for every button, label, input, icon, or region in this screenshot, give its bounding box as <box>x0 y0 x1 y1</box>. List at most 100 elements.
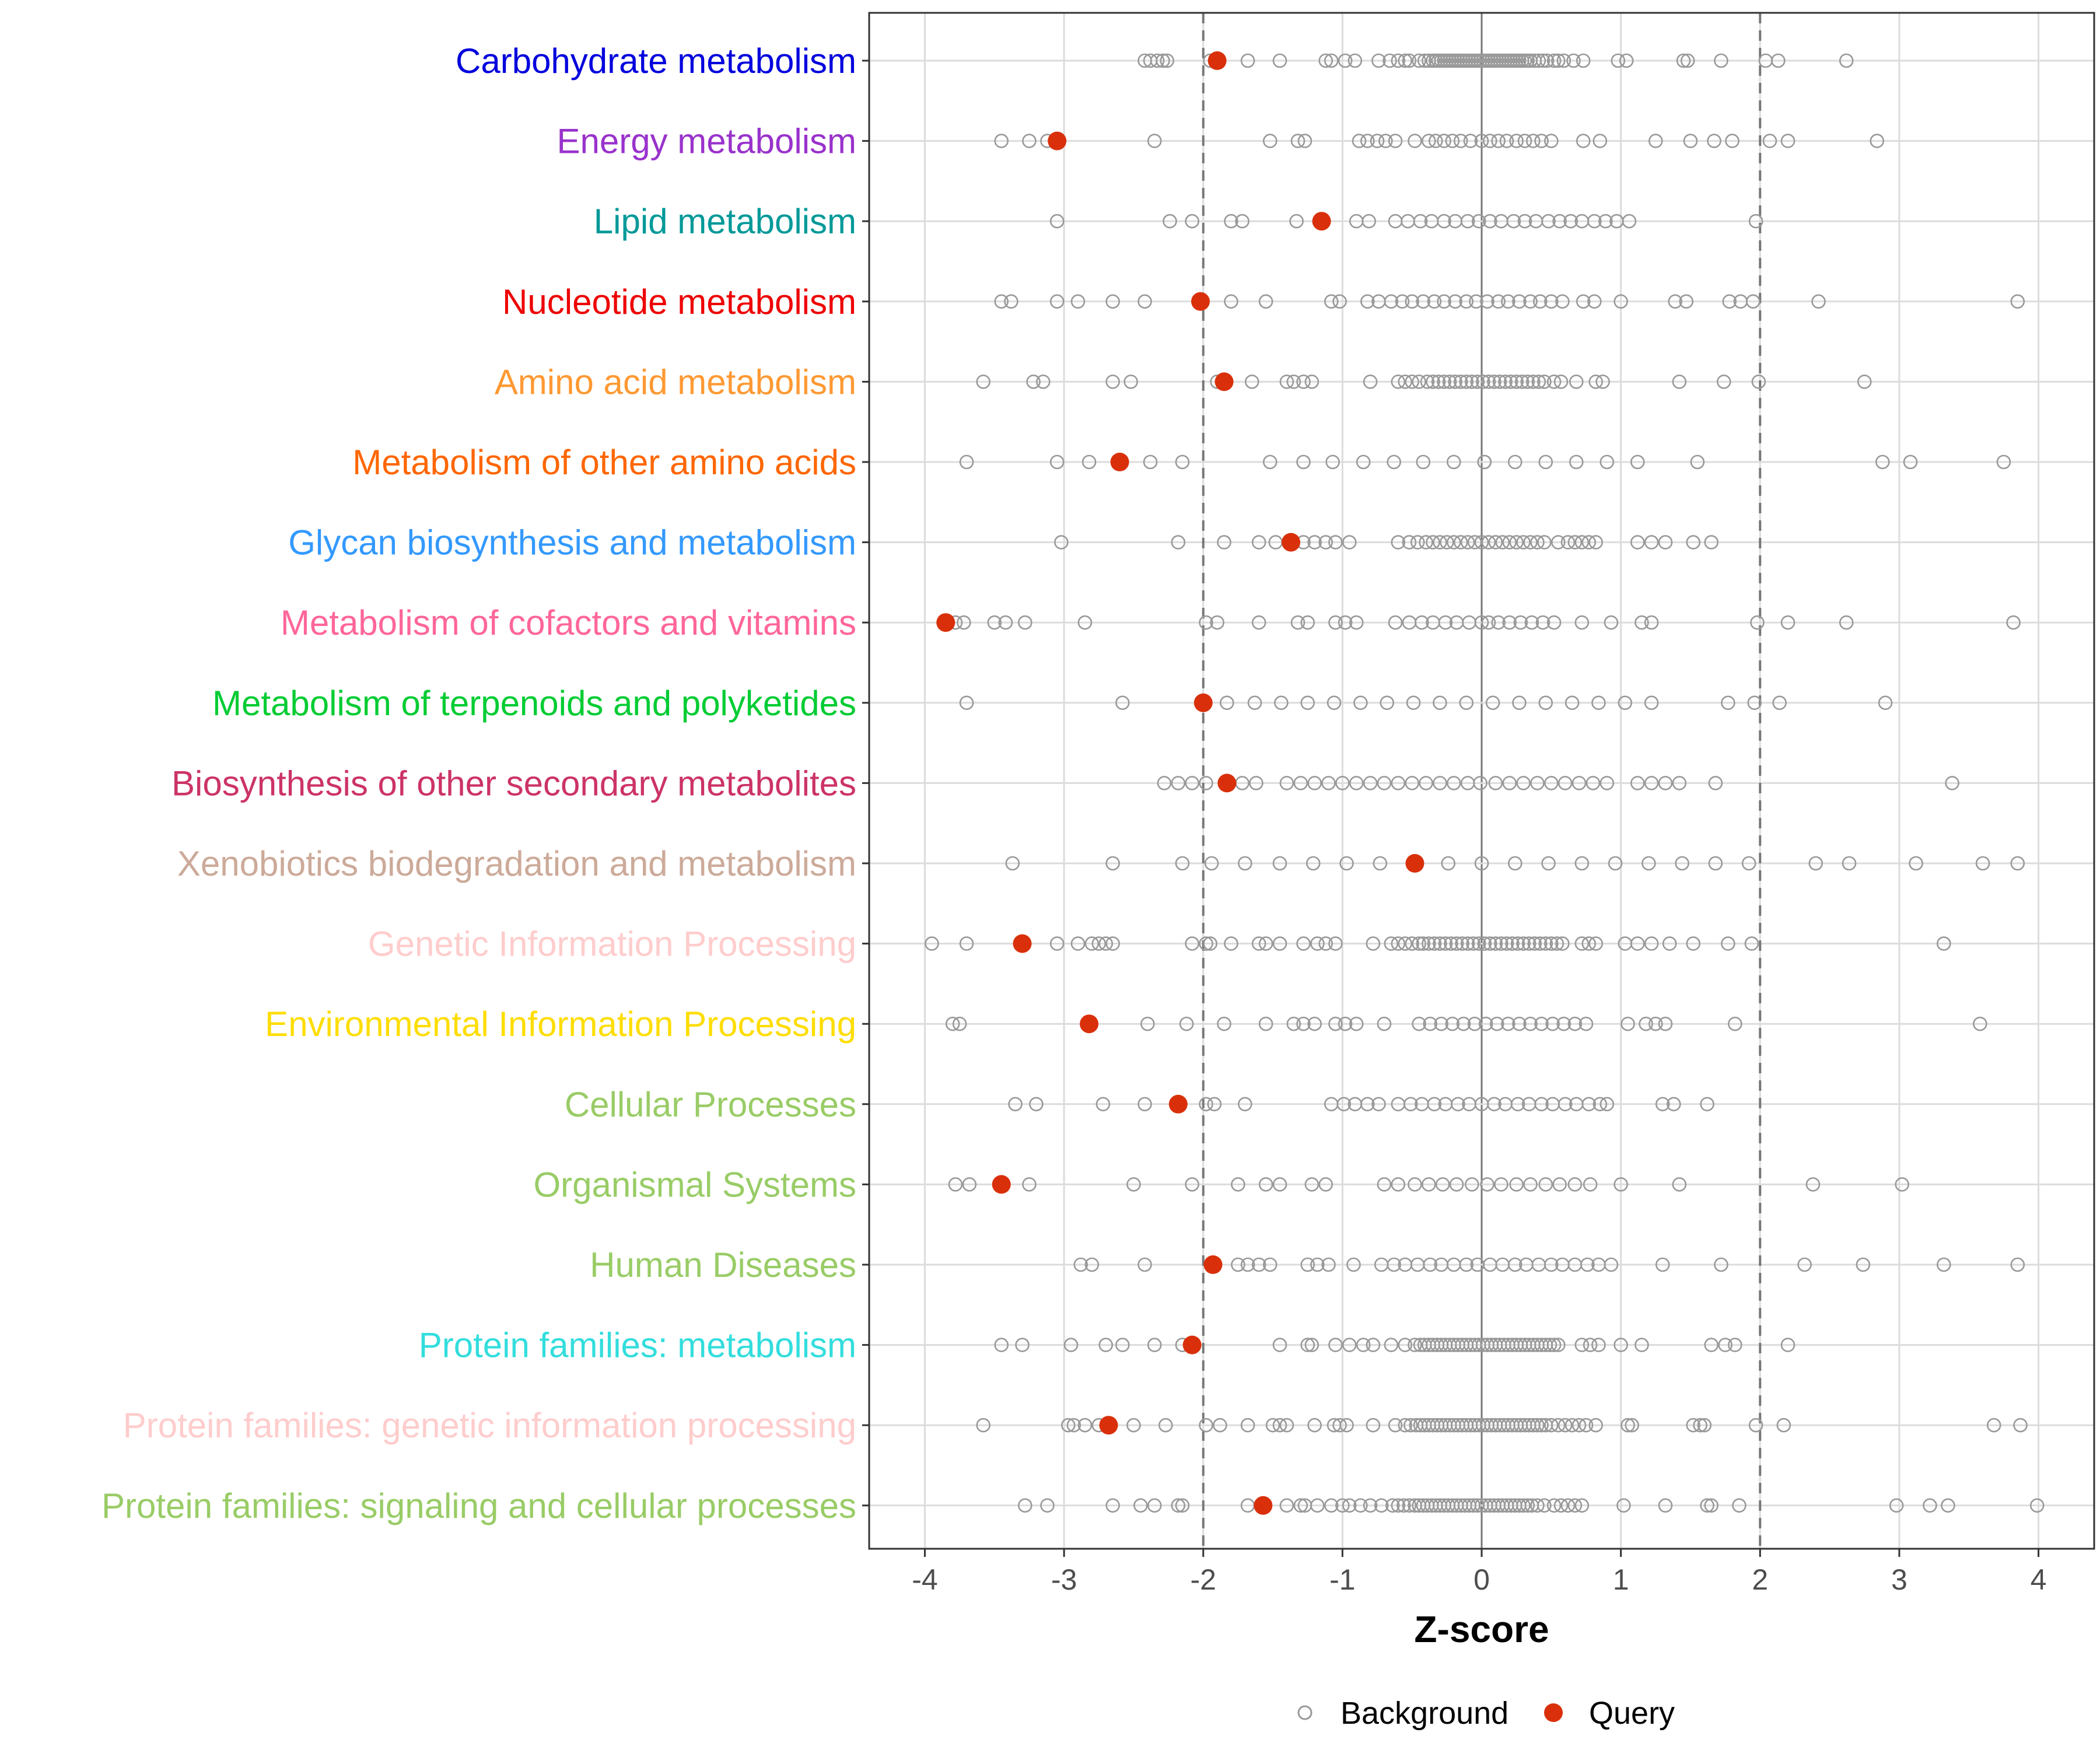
background-point <box>1084 936 1100 951</box>
background-point <box>1648 134 1663 148</box>
background-point <box>1247 695 1262 710</box>
background-point <box>1936 1257 1951 1272</box>
background-point <box>1583 1338 1598 1352</box>
background-point <box>1251 1257 1266 1272</box>
background-point <box>1140 1016 1155 1031</box>
background-point <box>1750 615 1765 630</box>
query-points <box>936 51 1424 1515</box>
background-point <box>1464 1177 1479 1192</box>
background-point <box>1449 936 1464 951</box>
background-point <box>2010 294 2025 309</box>
background-point <box>1240 1418 1255 1433</box>
background-point <box>1489 1016 1504 1031</box>
background-point <box>1909 856 1923 871</box>
background-point <box>1318 535 1334 550</box>
background-point <box>1588 936 1603 951</box>
background-point <box>1258 294 1273 309</box>
background-point <box>1530 535 1545 550</box>
background-point <box>1487 1097 1502 1112</box>
background-point <box>1070 936 1086 951</box>
background-point <box>1279 1498 1294 1513</box>
background-point <box>1335 1498 1350 1513</box>
background-point <box>1592 1097 1608 1112</box>
background-point <box>1563 214 1578 229</box>
background-point <box>1534 1097 1549 1112</box>
background-point <box>1690 454 1705 470</box>
background-point <box>1614 1338 1628 1352</box>
background-point <box>1476 374 1490 389</box>
background-point <box>1544 1257 1559 1272</box>
background-point <box>1403 1097 1418 1112</box>
background-point <box>1363 776 1378 790</box>
background-point <box>1272 1338 1287 1352</box>
background-point <box>1558 1418 1573 1433</box>
background-point <box>1017 615 1032 630</box>
legend-query-symbol <box>1544 1703 1563 1722</box>
background-point <box>1356 454 1371 470</box>
background-point <box>1574 856 1590 871</box>
background-point <box>1842 856 1857 871</box>
background-point <box>1438 936 1453 951</box>
background-point <box>1296 1016 1311 1031</box>
background-point <box>1338 615 1353 630</box>
background-point <box>1175 856 1190 871</box>
category-labels: Carbohydrate metabolism Energy metabolism… <box>102 41 856 1525</box>
background-point <box>1115 1338 1130 1352</box>
category-label: Human Diseases <box>590 1245 856 1284</box>
background-point <box>1378 134 1393 148</box>
background-point <box>1251 615 1266 630</box>
background-point <box>1004 294 1019 309</box>
background-point <box>1588 535 1603 550</box>
background-point <box>1516 535 1531 550</box>
background-point <box>1444 936 1458 951</box>
background-point <box>1402 1498 1417 1513</box>
background-point <box>1704 1498 1719 1513</box>
category-label: Carbohydrate metabolism <box>456 41 856 80</box>
background-point <box>1520 374 1535 389</box>
background-point <box>1538 454 1553 470</box>
background-point <box>1105 294 1120 309</box>
background-point <box>1581 1097 1597 1112</box>
background-point <box>1532 294 1548 309</box>
background-point <box>1546 53 1562 68</box>
background-point <box>1686 1418 1701 1433</box>
background-point <box>1491 134 1506 148</box>
background-point <box>1811 294 1826 309</box>
background-point <box>1567 1016 1583 1031</box>
background-point <box>2029 1498 2045 1513</box>
category-label: Cellular Processes <box>565 1085 856 1124</box>
background-point <box>1377 1177 1392 1192</box>
background-point <box>1307 1016 1322 1031</box>
background-point <box>1304 1177 1320 1192</box>
background-point <box>1459 294 1474 309</box>
background-point <box>1592 134 1608 148</box>
background-point <box>1498 374 1513 389</box>
background-point <box>1550 1418 1566 1433</box>
background-point <box>1616 1498 1631 1513</box>
background-point <box>1238 1097 1252 1112</box>
background-point <box>1780 1338 1796 1352</box>
background-point <box>1300 1338 1315 1352</box>
background-point <box>1279 776 1294 790</box>
category-label: Metabolism of other amino acids <box>352 443 856 482</box>
background-point <box>1437 374 1451 389</box>
background-point <box>1244 374 1259 389</box>
background-point <box>1604 1257 1619 1272</box>
background-point <box>1412 1016 1426 1031</box>
background-point <box>1427 936 1442 951</box>
background-point <box>1326 695 1342 710</box>
background-point <box>1672 1177 1687 1192</box>
background-point <box>1564 1418 1580 1433</box>
background-point <box>1618 695 1633 710</box>
background-point <box>1398 1338 1413 1352</box>
background-point <box>1644 535 1659 550</box>
background-point <box>1286 1016 1301 1031</box>
background-point <box>1936 936 1951 951</box>
background-point <box>1416 936 1431 951</box>
background-point <box>1422 936 1436 951</box>
background-point <box>1265 1418 1280 1433</box>
background-point <box>1049 936 1065 951</box>
background-point <box>1619 53 1634 68</box>
background-point <box>1839 53 1854 68</box>
